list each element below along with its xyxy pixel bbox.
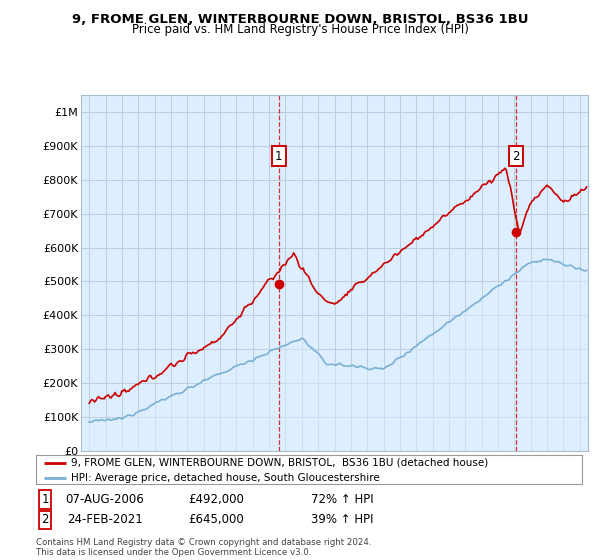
Text: Price paid vs. HM Land Registry's House Price Index (HPI): Price paid vs. HM Land Registry's House … xyxy=(131,22,469,36)
Text: HPI: Average price, detached house, South Gloucestershire: HPI: Average price, detached house, Sout… xyxy=(71,473,380,483)
Text: £492,000: £492,000 xyxy=(188,493,244,506)
Text: 1: 1 xyxy=(275,150,283,162)
Text: 9, FROME GLEN, WINTERBOURNE DOWN, BRISTOL, BS36 1BU: 9, FROME GLEN, WINTERBOURNE DOWN, BRISTO… xyxy=(72,13,528,26)
Text: 72% ↑ HPI: 72% ↑ HPI xyxy=(311,493,373,506)
Text: Contains HM Land Registry data © Crown copyright and database right 2024.
This d: Contains HM Land Registry data © Crown c… xyxy=(36,538,371,557)
Text: 2: 2 xyxy=(512,150,520,162)
Text: 1: 1 xyxy=(41,493,49,506)
Text: 9, FROME GLEN, WINTERBOURNE DOWN, BRISTOL,  BS36 1BU (detached house): 9, FROME GLEN, WINTERBOURNE DOWN, BRISTO… xyxy=(71,458,489,468)
Text: 24-FEB-2021: 24-FEB-2021 xyxy=(67,513,143,526)
Text: 39% ↑ HPI: 39% ↑ HPI xyxy=(311,513,373,526)
Text: 2: 2 xyxy=(41,513,49,526)
Text: £645,000: £645,000 xyxy=(188,513,244,526)
Text: 07-AUG-2006: 07-AUG-2006 xyxy=(65,493,145,506)
